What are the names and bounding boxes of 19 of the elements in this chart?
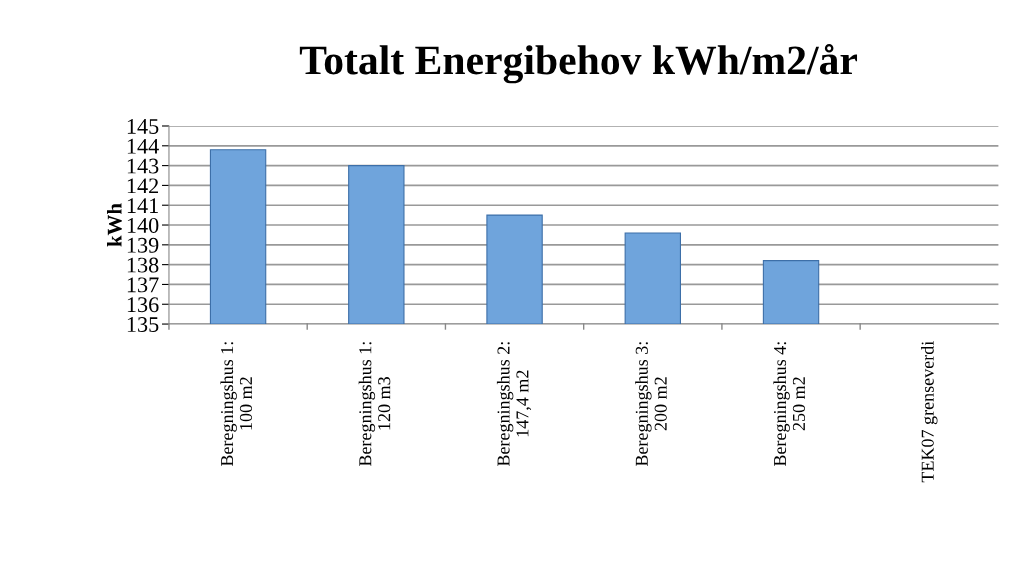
x-tick-label: Beregningshus 2: 147,4 m2 (496, 342, 532, 467)
y-tick-label: 138 (127, 257, 159, 273)
y-tick-label: 142 (127, 178, 159, 194)
x-tick-label: Beregningshus 3: 200 m2 (635, 342, 667, 467)
y-tick-label: 135 (127, 317, 159, 332)
y-tick-label: 140 (127, 217, 159, 233)
y-tick-label: 144 (127, 138, 159, 154)
y-tick-label: 137 (127, 277, 159, 293)
y-tick-label: 145 (127, 119, 159, 134)
x-tick-label: Beregningshus 1: 100 m2 (220, 342, 253, 467)
x-tick-label: Beregningshus 4: 250 m2 (773, 342, 806, 467)
y-tick-label: 143 (127, 158, 159, 174)
y-tick-label: 136 (127, 297, 159, 313)
x-tick-label: Beregningshus 1: 120 m3 (358, 342, 391, 467)
y-tick-label: 139 (127, 237, 159, 253)
y-axis-title: kWh (107, 203, 122, 247)
x-tick-label: TEK07 grenseverdi (921, 341, 938, 483)
y-tick-label: 141 (127, 198, 158, 213)
chart-title: Totalt Energibehov kWh/m2/år (299, 43, 858, 84)
